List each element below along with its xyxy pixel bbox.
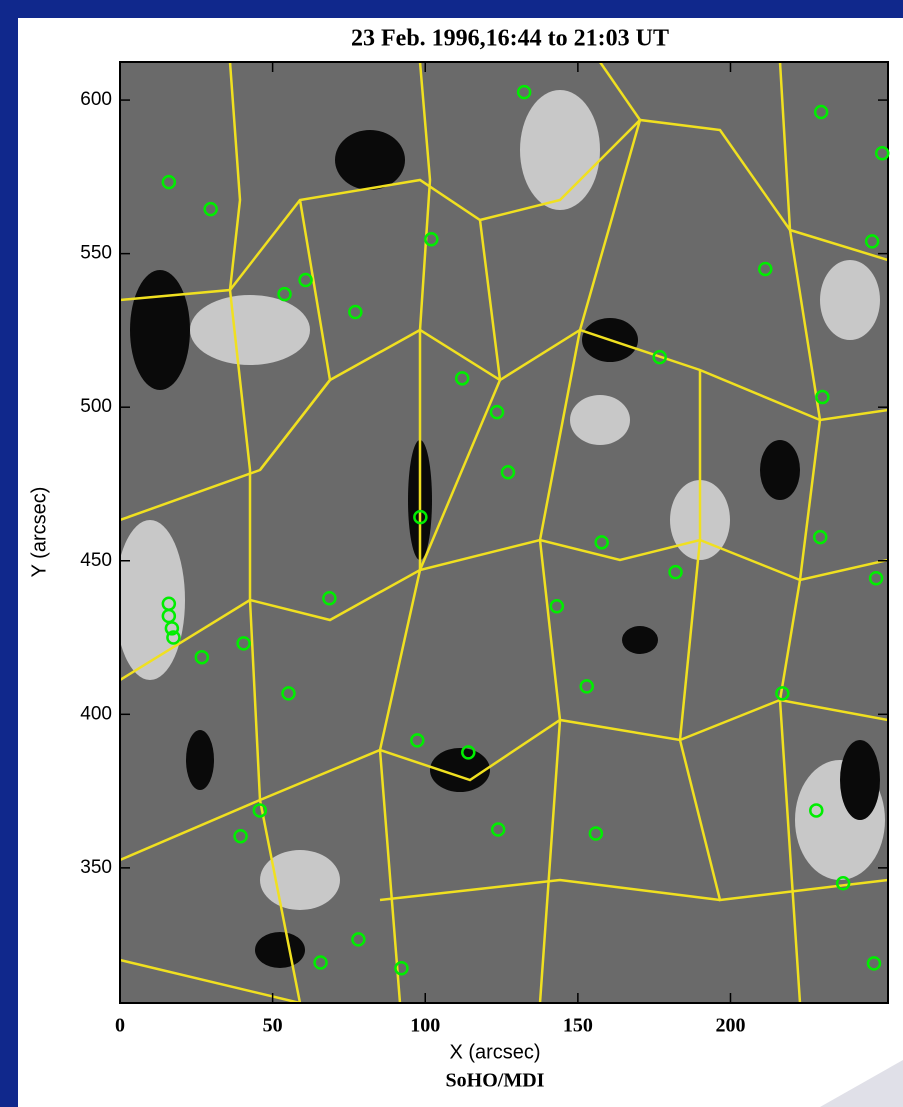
y-tick-label: 500: [80, 396, 112, 417]
y-tick-label: 450: [80, 550, 112, 571]
y-axis-label: Y (arcsec): [28, 487, 50, 578]
x-tick-label: 50: [263, 1015, 283, 1037]
y-tick-label: 400: [80, 703, 112, 724]
source-label: SoHO/MDI: [446, 1070, 545, 1092]
y-tick-label: 350: [80, 857, 112, 878]
y-tick-label: 550: [80, 243, 112, 264]
x-tick-label: 150: [563, 1015, 593, 1037]
x-tick-label: 200: [715, 1015, 745, 1037]
chart-title: 23 Feb. 1996,16:44 to 21:03 UT: [351, 26, 669, 52]
x-tick-label: 0: [115, 1015, 125, 1037]
x-tick-label: 100: [410, 1015, 440, 1037]
y-tick-label: 600: [80, 89, 112, 110]
slide: 23 Feb. 1996,16:44 to 21:03 UT Y (arcsec…: [0, 0, 903, 1107]
x-axis-label: X (arcsec): [449, 1041, 540, 1063]
magnetogram: [115, 62, 888, 1003]
